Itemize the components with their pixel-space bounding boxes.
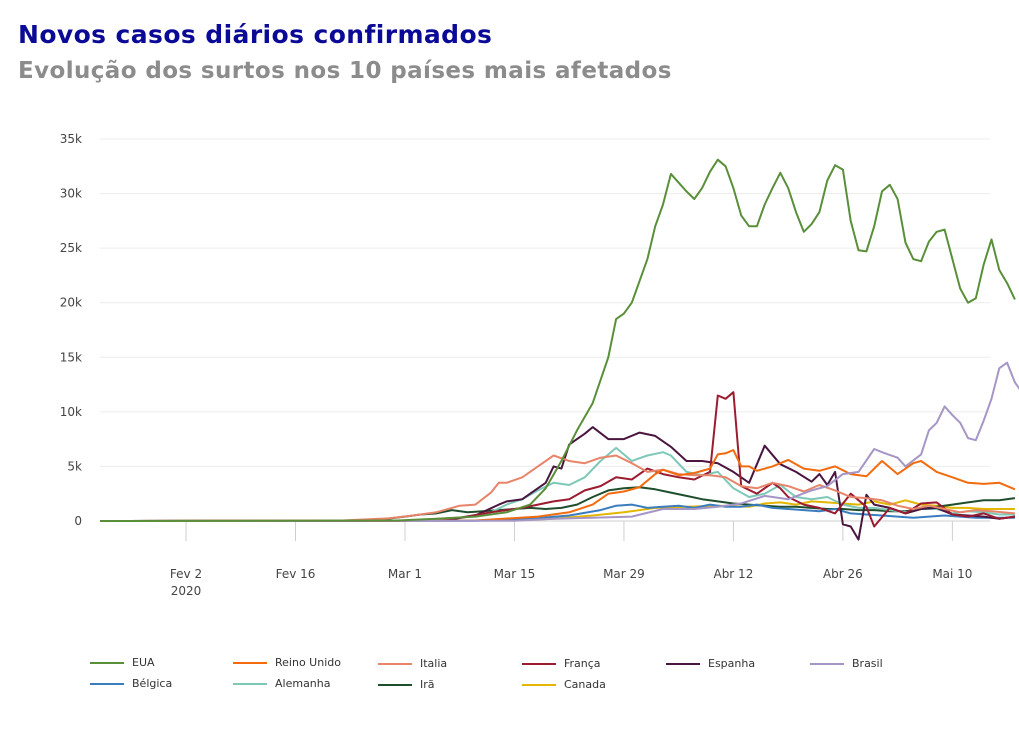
legend-swatch: [522, 662, 556, 665]
series-line-b-lgica: [99, 503, 1015, 522]
legend-label: EUA: [132, 656, 155, 669]
y-tick-label: 35k: [60, 132, 82, 146]
legend-swatch: [378, 683, 412, 686]
x-tick-label: Mai 10: [932, 567, 972, 581]
x-tick-label: Mar 1: [388, 567, 422, 581]
legend-item[interactable]: Irã: [378, 678, 435, 691]
legend-swatch: [666, 662, 700, 665]
legend-swatch: [233, 682, 267, 685]
series-line-reino-unido: [99, 449, 1016, 522]
legend-swatch: [378, 662, 412, 665]
series-line-eua: [99, 158, 1016, 522]
y-tick-label: 0: [74, 514, 82, 528]
legend-swatch: [90, 682, 124, 685]
y-tick-label: 15k: [60, 350, 82, 364]
legend-label: Alemanha: [275, 677, 331, 690]
legend-item[interactable]: Reino Unido: [233, 656, 341, 669]
page-title: Novos casos diários confirmados: [18, 20, 493, 49]
legend-label: Brasil: [852, 657, 883, 670]
x-axis-ticks: Fev 2 2020 Fev 16 Mar 1 Mar 15 Mar 29 Abr 12 Ab…: [170, 521, 972, 598]
legend-item[interactable]: Italia: [378, 657, 447, 670]
legend-swatch: [522, 683, 556, 686]
legend-item[interactable]: Espanha: [666, 657, 755, 670]
series-line-canada: [99, 499, 1015, 522]
y-axis-ticks: 0 5k 10k 15k 20k 25k 30k 35k: [60, 132, 82, 528]
y-tick-label: 25k: [60, 241, 82, 255]
legend-item[interactable]: Brasil: [810, 657, 883, 670]
legend-item[interactable]: Alemanha: [233, 677, 331, 690]
x-tick-label: Abr 26: [823, 567, 863, 581]
legend-label: Reino Unido: [275, 656, 341, 669]
legend-swatch: [233, 661, 267, 664]
legend-label: Espanha: [708, 657, 756, 670]
legend-label: Canada: [564, 678, 606, 691]
x-tick-label: Abr 12: [713, 567, 753, 581]
legend-label: Italia: [420, 657, 448, 670]
page-subtitle: Evolução dos surtos nos 10 países mais a…: [18, 58, 672, 84]
legend-label: Bélgica: [132, 677, 173, 690]
series-line-ir-: [99, 486, 1016, 522]
x-tick-label: Mar 15: [494, 567, 536, 581]
legend-item[interactable]: EUA: [90, 656, 155, 669]
legend-label: Irã: [420, 678, 435, 691]
y-tick-label: 30k: [60, 187, 82, 201]
x-tick-label: Mar 29: [603, 567, 645, 581]
y-tick-label: 20k: [60, 296, 82, 310]
grid-lines: [100, 138, 990, 522]
legend-swatch: [90, 661, 124, 664]
legend-swatch: [810, 662, 844, 665]
series-line-brasil: [99, 361, 1019, 522]
x-tick-label: Fev 2: [170, 567, 202, 581]
series-lines: [99, 158, 1019, 541]
x-tick-year-label: 2020: [171, 584, 202, 598]
legend-item[interactable]: Canada: [522, 678, 606, 691]
y-tick-label: 10k: [60, 405, 82, 419]
legend-label: França: [564, 657, 601, 670]
y-tick-label: 5k: [67, 459, 82, 473]
legend-item[interactable]: Bélgica: [90, 677, 172, 690]
x-tick-label: Fev 16: [276, 567, 316, 581]
legend-item[interactable]: França: [522, 657, 601, 670]
